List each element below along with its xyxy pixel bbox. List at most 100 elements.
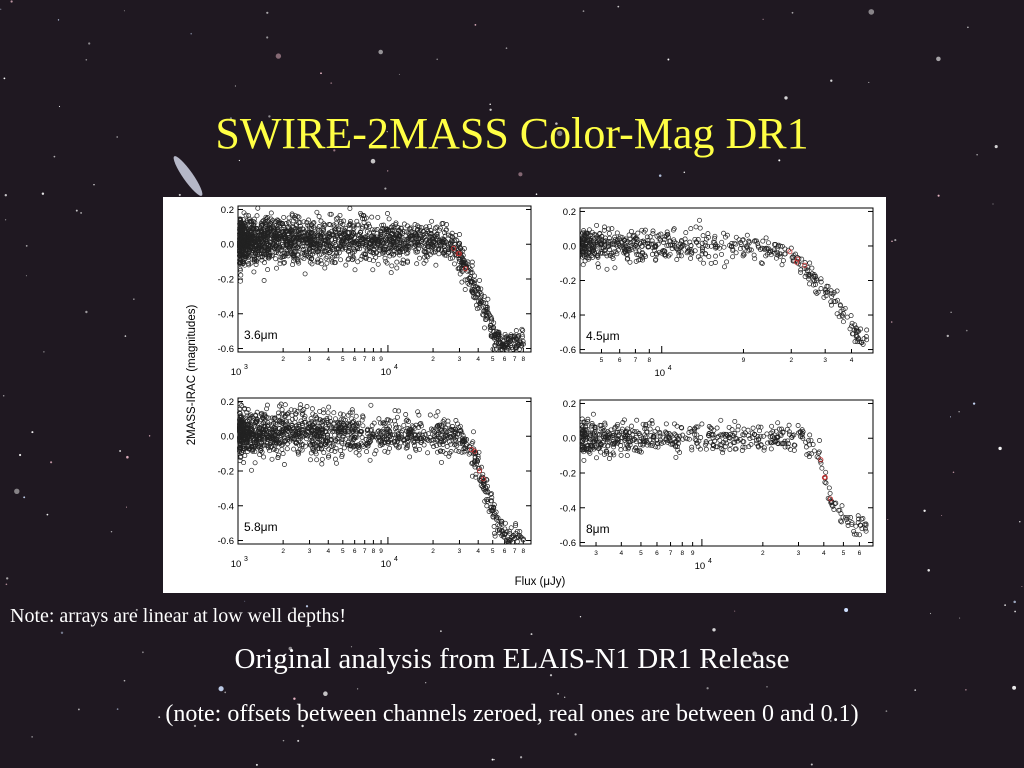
data-point [513, 328, 519, 334]
data-point [674, 433, 680, 439]
y-tick-label: -0.6 [560, 345, 576, 356]
data-point [586, 438, 592, 444]
star [658, 174, 662, 177]
data-point [718, 417, 724, 423]
data-point [848, 313, 854, 319]
data-point [308, 457, 313, 463]
star [275, 53, 282, 59]
data-point [317, 417, 323, 423]
data-point [736, 237, 742, 243]
star [491, 758, 494, 761]
data-point [451, 433, 457, 439]
data-point [624, 443, 630, 449]
data-point [612, 265, 618, 271]
data-point [445, 422, 451, 428]
data-point [239, 438, 245, 444]
data-point [353, 413, 359, 419]
data-point [740, 432, 746, 438]
data-point [804, 452, 810, 458]
data-point [340, 237, 346, 243]
data-point [785, 441, 791, 447]
data-point [657, 431, 663, 437]
star [894, 239, 897, 242]
x-tick-label: 6 [353, 356, 357, 363]
data-point [262, 424, 268, 430]
data-point [585, 249, 591, 255]
data-point [501, 534, 507, 540]
data-point [284, 433, 290, 439]
star [923, 509, 926, 512]
x-tick-label: 5 [341, 356, 345, 363]
data-point [397, 252, 403, 258]
data-point [348, 436, 354, 442]
data-point [652, 244, 658, 250]
data-point [347, 221, 353, 227]
data-point [241, 460, 247, 466]
data-point [587, 450, 593, 456]
data-point [741, 252, 747, 258]
data-point [272, 438, 278, 444]
data-point [624, 428, 630, 434]
data-point [708, 425, 714, 431]
data-point [254, 213, 260, 219]
data-point [365, 431, 371, 437]
data-point [412, 433, 418, 438]
data-point [245, 435, 250, 441]
x-tick-label: 9 [742, 357, 746, 364]
data-point [711, 427, 717, 433]
star [229, 117, 233, 120]
data-point [380, 420, 386, 426]
data-point [412, 222, 418, 227]
scatter-panel-2: 0.20.0-0.2-0.4-0.65 6 7 8 9 2 3 410 44.5μm [560, 207, 874, 379]
data-point [393, 220, 399, 226]
data-point [411, 238, 417, 244]
data-point [286, 237, 292, 243]
star [178, 193, 181, 196]
data-point [296, 240, 302, 246]
x-tick-label: 3 [594, 550, 598, 557]
data-point [475, 291, 481, 297]
data-point [422, 431, 428, 437]
data-point [768, 446, 774, 452]
data-point [737, 437, 743, 442]
data-point [580, 242, 586, 248]
data-point [418, 420, 424, 426]
data-point [612, 234, 618, 240]
data-point [405, 247, 411, 253]
star [914, 689, 917, 691]
data-point [237, 244, 242, 250]
data-point [241, 210, 247, 216]
x-tick-label: 5 [639, 550, 643, 557]
data-point [282, 231, 288, 237]
data-point [377, 243, 383, 249]
data-point [245, 407, 251, 412]
star [193, 724, 197, 728]
data-point [799, 256, 805, 262]
data-point [360, 235, 366, 241]
data-point [437, 237, 442, 243]
data-point [261, 416, 267, 421]
data-point [436, 425, 442, 431]
data-point [415, 409, 421, 415]
star [350, 646, 353, 648]
data-point [775, 250, 781, 256]
data-point [365, 443, 371, 449]
data-point [445, 432, 450, 438]
data-point [385, 211, 390, 216]
y-tick-label: -0.6 [560, 538, 576, 549]
data-point [343, 262, 349, 268]
data-point [615, 421, 621, 427]
data-point [415, 227, 421, 233]
data-point [308, 434, 314, 440]
data-point [423, 250, 429, 256]
data-point [739, 448, 745, 453]
data-point [342, 230, 348, 236]
data-point [391, 251, 397, 257]
data-point [280, 237, 286, 243]
data-point [602, 420, 608, 426]
star [386, 131, 388, 133]
data-point [703, 439, 709, 445]
star [530, 633, 533, 636]
data-point [435, 449, 440, 455]
data-point [470, 460, 476, 466]
